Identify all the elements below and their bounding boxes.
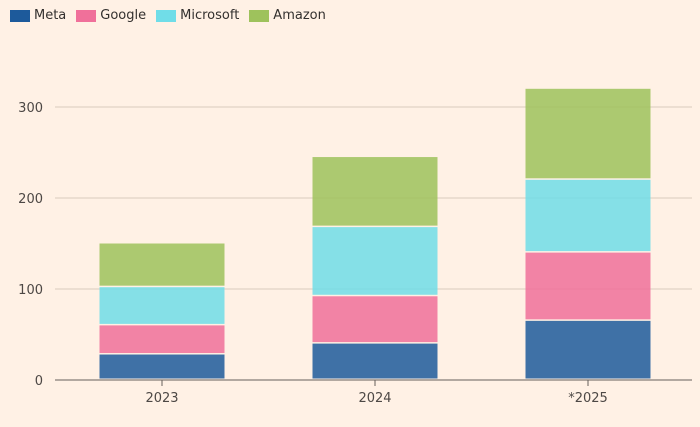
bar-microsoft-2024 [312, 227, 438, 295]
bar-amazon-2024 [312, 157, 438, 226]
y-tick-label: 0 [35, 374, 43, 389]
legend-swatch [10, 9, 30, 22]
legend-label: Amazon [273, 8, 326, 23]
y-tick-label: 200 [18, 192, 43, 207]
x-tick-label: *2025 [568, 391, 608, 406]
bar-amazon-2023 [99, 243, 225, 286]
legend-item-google: Google [76, 8, 146, 23]
x-tick-label: 2023 [145, 391, 178, 406]
legend: Meta Google Microsoft Amazon [10, 8, 336, 23]
y-tick-label: 300 [18, 101, 43, 116]
bar-meta-2025 [525, 320, 651, 379]
legend-swatch [156, 9, 177, 22]
bar-microsoft-2025 [525, 179, 651, 252]
bar-amazon-2025 [525, 88, 651, 179]
legend-label: Google [100, 8, 147, 23]
bar-meta-2024 [312, 343, 438, 379]
legend-swatch [76, 9, 97, 22]
legend-item-microsoft: Microsoft [156, 8, 239, 23]
bar-google-2025 [525, 252, 651, 320]
bar-google-2023 [99, 325, 225, 354]
legend-swatch [249, 9, 270, 22]
bar-google-2024 [312, 296, 438, 343]
legend-item-amazon: Amazon [249, 8, 326, 23]
legend-item-meta: Meta [10, 8, 66, 23]
y-tick-label: 100 [18, 283, 43, 298]
legend-label: Meta [34, 8, 67, 23]
bar-meta-2023 [99, 354, 225, 379]
bar-microsoft-2023 [99, 287, 225, 324]
x-tick-label: 2024 [358, 391, 391, 406]
legend-label: Microsoft [180, 8, 240, 23]
